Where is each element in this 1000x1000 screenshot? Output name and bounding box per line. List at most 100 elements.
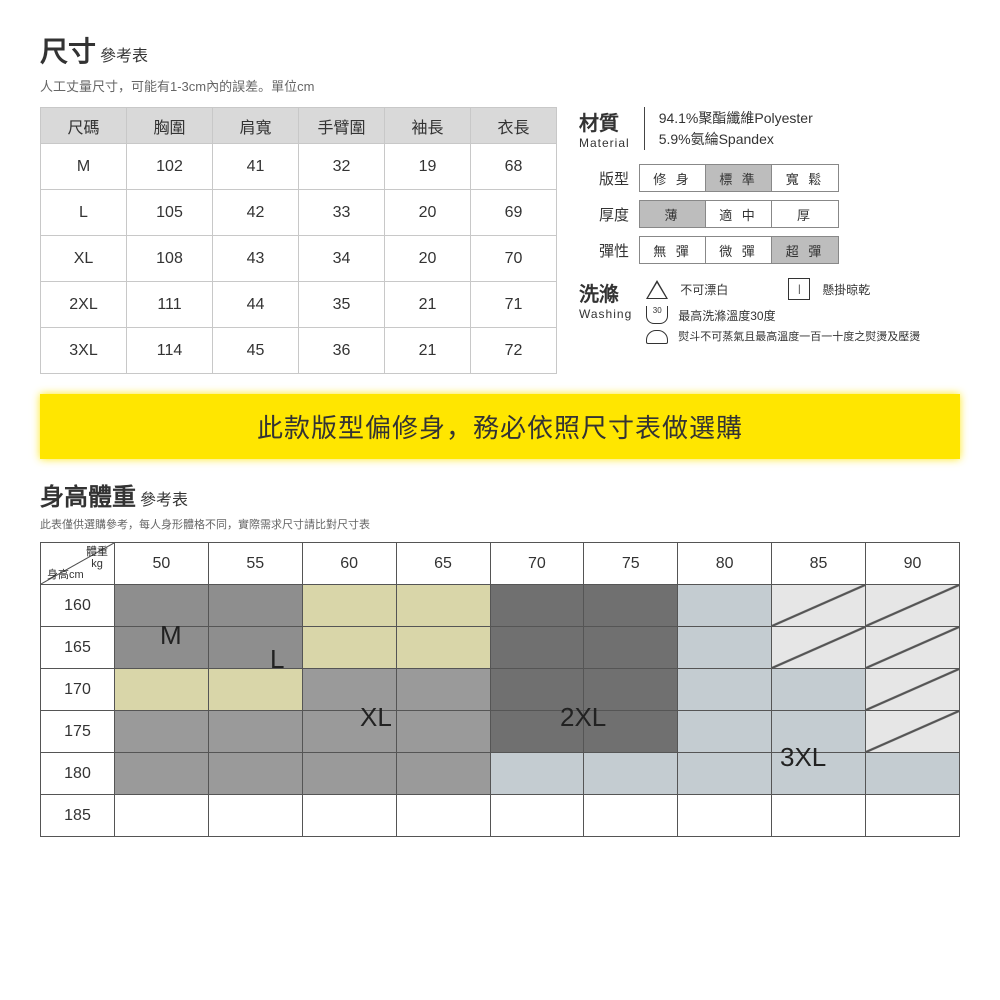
size-col-header: 手臂圍 bbox=[299, 108, 385, 144]
hw-title: 身高體重 參考表 bbox=[40, 477, 960, 512]
size-cell: 34 bbox=[299, 236, 385, 282]
hw-weight-header: 70 bbox=[490, 543, 584, 585]
hw-cell bbox=[396, 711, 490, 753]
hw-cell bbox=[584, 753, 678, 795]
material-label-cjk: 材質 bbox=[579, 107, 630, 136]
size-cell: 114 bbox=[127, 328, 213, 374]
hw-cell bbox=[678, 711, 772, 753]
wash-label-en: Washing bbox=[579, 307, 632, 321]
attr-label: 彈性 bbox=[579, 240, 639, 261]
material-line2: 5.9%氨綸Spandex bbox=[659, 129, 813, 150]
attr-option: 無 彈 bbox=[640, 237, 706, 263]
size-cell: 72 bbox=[471, 328, 557, 374]
material-label-en: Material bbox=[579, 136, 630, 150]
size-cell: 45 bbox=[213, 328, 299, 374]
size-cell: 69 bbox=[471, 190, 557, 236]
size-cell: 71 bbox=[471, 282, 557, 328]
size-cell: 70 bbox=[471, 236, 557, 282]
hw-height-header: 175 bbox=[41, 711, 115, 753]
hw-height-header: 165 bbox=[41, 627, 115, 669]
hw-cell bbox=[396, 753, 490, 795]
hw-cell bbox=[396, 669, 490, 711]
wash-30-icon: 30 bbox=[646, 306, 668, 324]
hw-cell bbox=[302, 795, 396, 837]
size-cell: 19 bbox=[385, 144, 471, 190]
no-bleach-text: 不可漂白 bbox=[680, 281, 778, 298]
hw-cell bbox=[678, 753, 772, 795]
hw-cell bbox=[866, 627, 960, 669]
attr-option: 標 準 bbox=[706, 165, 772, 191]
size-cell: 3XL bbox=[41, 328, 127, 374]
warning-banner: 此款版型偏修身，務必依照尺寸表做選購 bbox=[40, 394, 960, 459]
hw-corner: 體重kg身高cm bbox=[41, 543, 115, 585]
size-cell: 108 bbox=[127, 236, 213, 282]
size-table: 尺碼胸圍肩寬手臂圍袖長衣長 M10241321968L10542332069XL… bbox=[40, 107, 557, 374]
hw-cell bbox=[208, 627, 302, 669]
hw-cell bbox=[866, 711, 960, 753]
hw-note: 此表僅供選購參考，每人身形體格不同，實際需求尺寸請比對尺寸表 bbox=[40, 516, 960, 532]
hw-cell bbox=[490, 795, 584, 837]
hw-cell bbox=[208, 753, 302, 795]
hw-cell bbox=[490, 669, 584, 711]
hw-cell bbox=[678, 795, 772, 837]
attr-option: 超 彈 bbox=[772, 237, 838, 263]
attr-row-thick: 厚度薄適 中厚 bbox=[579, 200, 960, 228]
hw-cell bbox=[115, 795, 209, 837]
hw-cell bbox=[302, 711, 396, 753]
size-cell: 21 bbox=[385, 282, 471, 328]
hw-height-header: 185 bbox=[41, 795, 115, 837]
size-col-header: 衣長 bbox=[471, 108, 557, 144]
attr-segment: 薄適 中厚 bbox=[639, 200, 839, 228]
hw-title-main: 身高體重 bbox=[40, 477, 136, 512]
hw-cell bbox=[772, 711, 866, 753]
hw-cell bbox=[115, 669, 209, 711]
attr-option: 微 彈 bbox=[706, 237, 772, 263]
size-col-header: 肩寬 bbox=[213, 108, 299, 144]
hw-cell bbox=[208, 795, 302, 837]
hw-table: 體重kg身高cm50556065707580859016016517017518… bbox=[40, 542, 960, 837]
hw-height-header: 180 bbox=[41, 753, 115, 795]
attr-label: 厚度 bbox=[579, 204, 639, 225]
hw-cell bbox=[302, 669, 396, 711]
attr-option: 寬 鬆 bbox=[772, 165, 838, 191]
hw-grid: 體重kg身高cm50556065707580859016016517017518… bbox=[40, 542, 960, 837]
size-cell: L bbox=[41, 190, 127, 236]
size-cell: 43 bbox=[213, 236, 299, 282]
info-panel: 材質 Material 94.1%聚酯纖維Polyester 5.9%氨綸Spa… bbox=[579, 107, 960, 344]
size-title: 尺寸 參考表 bbox=[40, 30, 960, 70]
size-cell: 35 bbox=[299, 282, 385, 328]
size-cell: 33 bbox=[299, 190, 385, 236]
size-cell: 42 bbox=[213, 190, 299, 236]
hw-cell bbox=[115, 585, 209, 627]
hw-weight-header: 55 bbox=[208, 543, 302, 585]
hw-cell bbox=[678, 669, 772, 711]
iron-icon bbox=[646, 330, 668, 344]
size-cell: 20 bbox=[385, 236, 471, 282]
hw-height-header: 160 bbox=[41, 585, 115, 627]
attr-label: 版型 bbox=[579, 168, 639, 189]
hw-cell bbox=[115, 753, 209, 795]
hw-cell bbox=[772, 627, 866, 669]
hw-cell bbox=[584, 795, 678, 837]
hw-cell bbox=[678, 585, 772, 627]
hw-cell bbox=[584, 627, 678, 669]
hw-title-sub: 參考表 bbox=[140, 486, 188, 510]
size-col-header: 袖長 bbox=[385, 108, 471, 144]
hw-weight-header: 65 bbox=[396, 543, 490, 585]
size-cell: 102 bbox=[127, 144, 213, 190]
wash-label-cjk: 洗滌 bbox=[579, 278, 632, 307]
size-cell: XL bbox=[41, 236, 127, 282]
size-cell: M bbox=[41, 144, 127, 190]
hw-cell bbox=[772, 795, 866, 837]
hw-cell bbox=[208, 585, 302, 627]
hw-cell bbox=[772, 585, 866, 627]
hw-cell bbox=[115, 711, 209, 753]
hang-dry-text: 懸掛晾乾 bbox=[822, 281, 920, 298]
size-cell: 105 bbox=[127, 190, 213, 236]
material-line1: 94.1%聚酯纖維Polyester bbox=[659, 108, 813, 129]
size-cell: 44 bbox=[213, 282, 299, 328]
attr-row-stretch: 彈性無 彈微 彈超 彈 bbox=[579, 236, 960, 264]
hw-cell bbox=[115, 627, 209, 669]
hw-cell bbox=[490, 585, 584, 627]
size-cell: 20 bbox=[385, 190, 471, 236]
